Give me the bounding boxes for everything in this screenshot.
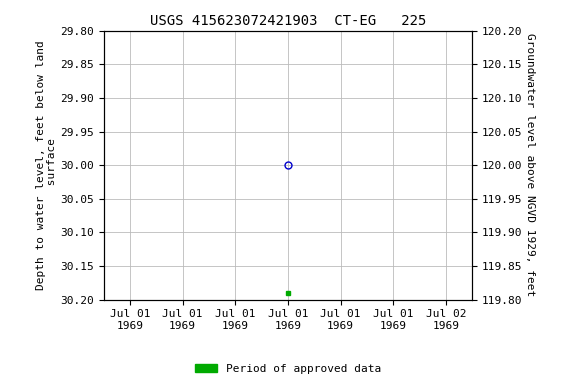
Legend: Period of approved data: Period of approved data (191, 359, 385, 379)
Title: USGS 415623072421903  CT-EG   225: USGS 415623072421903 CT-EG 225 (150, 14, 426, 28)
Y-axis label: Depth to water level, feet below land
 surface: Depth to water level, feet below land su… (36, 40, 58, 290)
Y-axis label: Groundwater level above NGVD 1929, feet: Groundwater level above NGVD 1929, feet (525, 33, 535, 297)
